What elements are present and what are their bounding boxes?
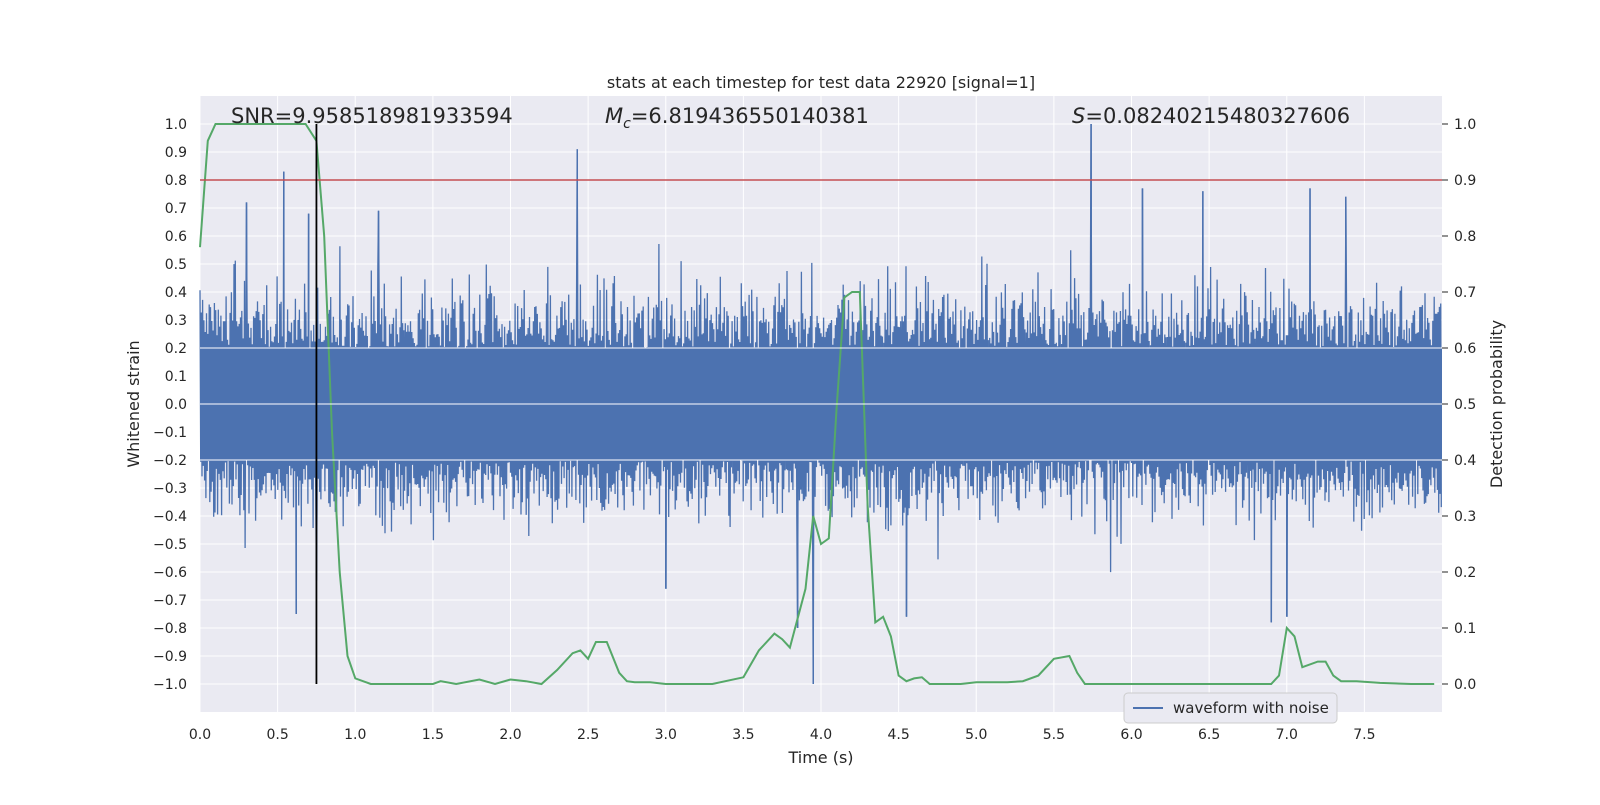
- y-axis-label: Whitened strain: [124, 340, 143, 467]
- y-tick-label: −0.4: [153, 509, 187, 525]
- y-tick-label: 0.3: [165, 313, 187, 329]
- y-tick-label: 0.7: [165, 201, 187, 217]
- y2-tick-label: 0.8: [1454, 229, 1476, 245]
- y2-tick-label: 0.1: [1454, 621, 1476, 637]
- y-tick-label: −0.1: [153, 425, 187, 441]
- y-tick-label: −0.9: [153, 649, 187, 665]
- x-tick-label: 7.5: [1353, 727, 1375, 743]
- x-tick-label: 3.0: [655, 727, 677, 743]
- y-tick-label: −0.7: [153, 593, 187, 609]
- y-tick-label: −1.0: [153, 677, 187, 693]
- x-tick-label: 0.0: [189, 727, 211, 743]
- x-tick-label: 1.5: [422, 727, 444, 743]
- y2-tick-label: 0.4: [1454, 453, 1476, 469]
- y-tick-label: 0.0: [165, 397, 187, 413]
- s-value: =0.08240215480327606: [1085, 104, 1350, 128]
- x-tick-label: 3.5: [732, 727, 754, 743]
- detection-probability-line: [199, 123, 1435, 686]
- snr-annotation: SNR=9.958518981933594: [231, 104, 513, 128]
- chart-title: stats at each timestep for test data 229…: [607, 73, 1035, 92]
- detection-probability-series: [199, 123, 1435, 686]
- y2-axis-label: Detection probability: [1487, 320, 1506, 488]
- x-tick-label: 6.0: [1120, 727, 1142, 743]
- s-annotation: S=0.08240215480327606: [1072, 104, 1350, 128]
- y2-tick-label: 0.9: [1454, 173, 1476, 189]
- y2-tick-label: 0.5: [1454, 397, 1476, 413]
- legend: waveform with noise: [1123, 692, 1338, 724]
- y-tick-label: −0.5: [153, 537, 187, 553]
- legend-label: waveform with noise: [1173, 699, 1329, 717]
- y-tick-label: 0.1: [165, 369, 187, 385]
- chirp-mass-annotation: Mc=6.819436550140381: [605, 104, 869, 132]
- right-y-ticks: 1.0 0.9 0.8 0.7 0.6 0.5 0.4 0.3 0.2 0.1 0.0: [1442, 117, 1476, 693]
- y-tick-label: 0.4: [165, 285, 187, 301]
- y2-tick-label: 0.6: [1454, 341, 1476, 357]
- x-tick-label: 4.0: [810, 727, 832, 743]
- x-tick-label: 1.0: [344, 727, 366, 743]
- left-y-ticks: 1.0 0.9 0.8 0.7 0.6 0.5 0.4 0.3 0.2 0.1 0.0 −0.1 −0.…: [153, 117, 187, 693]
- overlays: [200, 124, 1442, 684]
- y-tick-label: 0.5: [165, 257, 187, 273]
- x-axis-label: Time (s): [787, 748, 853, 767]
- y-tick-label: 0.6: [165, 229, 187, 245]
- s-symbol: S: [1072, 104, 1085, 128]
- chirp-mass-subscript: c: [623, 116, 631, 132]
- x-tick-label: 5.0: [965, 727, 987, 743]
- y-tick-label: 1.0: [165, 117, 187, 133]
- x-ticks: 0.0 0.5 1.0 1.5 2.0 2.5 3.0 3.5 4.0 4.5 5.0 5.5 6.0 6…: [189, 727, 1376, 743]
- x-tick-label: 5.5: [1043, 727, 1065, 743]
- x-tick-label: 7.0: [1276, 727, 1298, 743]
- y2-tick-label: 1.0: [1454, 117, 1476, 133]
- y-tick-label: 0.8: [165, 173, 187, 189]
- y-tick-label: −0.3: [153, 481, 187, 497]
- y2-tick-label: 0.7: [1454, 285, 1476, 301]
- x-tick-label: 4.5: [887, 727, 909, 743]
- y-tick-label: −0.6: [153, 565, 187, 581]
- x-tick-label: 2.5: [577, 727, 599, 743]
- legend-box: [1123, 692, 1338, 724]
- x-tick-label: 0.5: [266, 727, 288, 743]
- y-tick-label: −0.8: [153, 621, 187, 637]
- y2-tick-label: 0.0: [1454, 677, 1476, 693]
- y-tick-label: −0.2: [153, 453, 187, 469]
- chirp-mass-value: =6.819436550140381: [631, 104, 869, 128]
- x-tick-label: 2.0: [499, 727, 521, 743]
- chirp-mass-symbol: M: [605, 104, 623, 128]
- y2-tick-label: 0.3: [1454, 509, 1476, 525]
- y-tick-label: 0.9: [165, 145, 187, 161]
- y2-tick-label: 0.2: [1454, 565, 1476, 581]
- x-tick-label: 6.5: [1198, 727, 1220, 743]
- y-tick-label: 0.2: [165, 341, 187, 357]
